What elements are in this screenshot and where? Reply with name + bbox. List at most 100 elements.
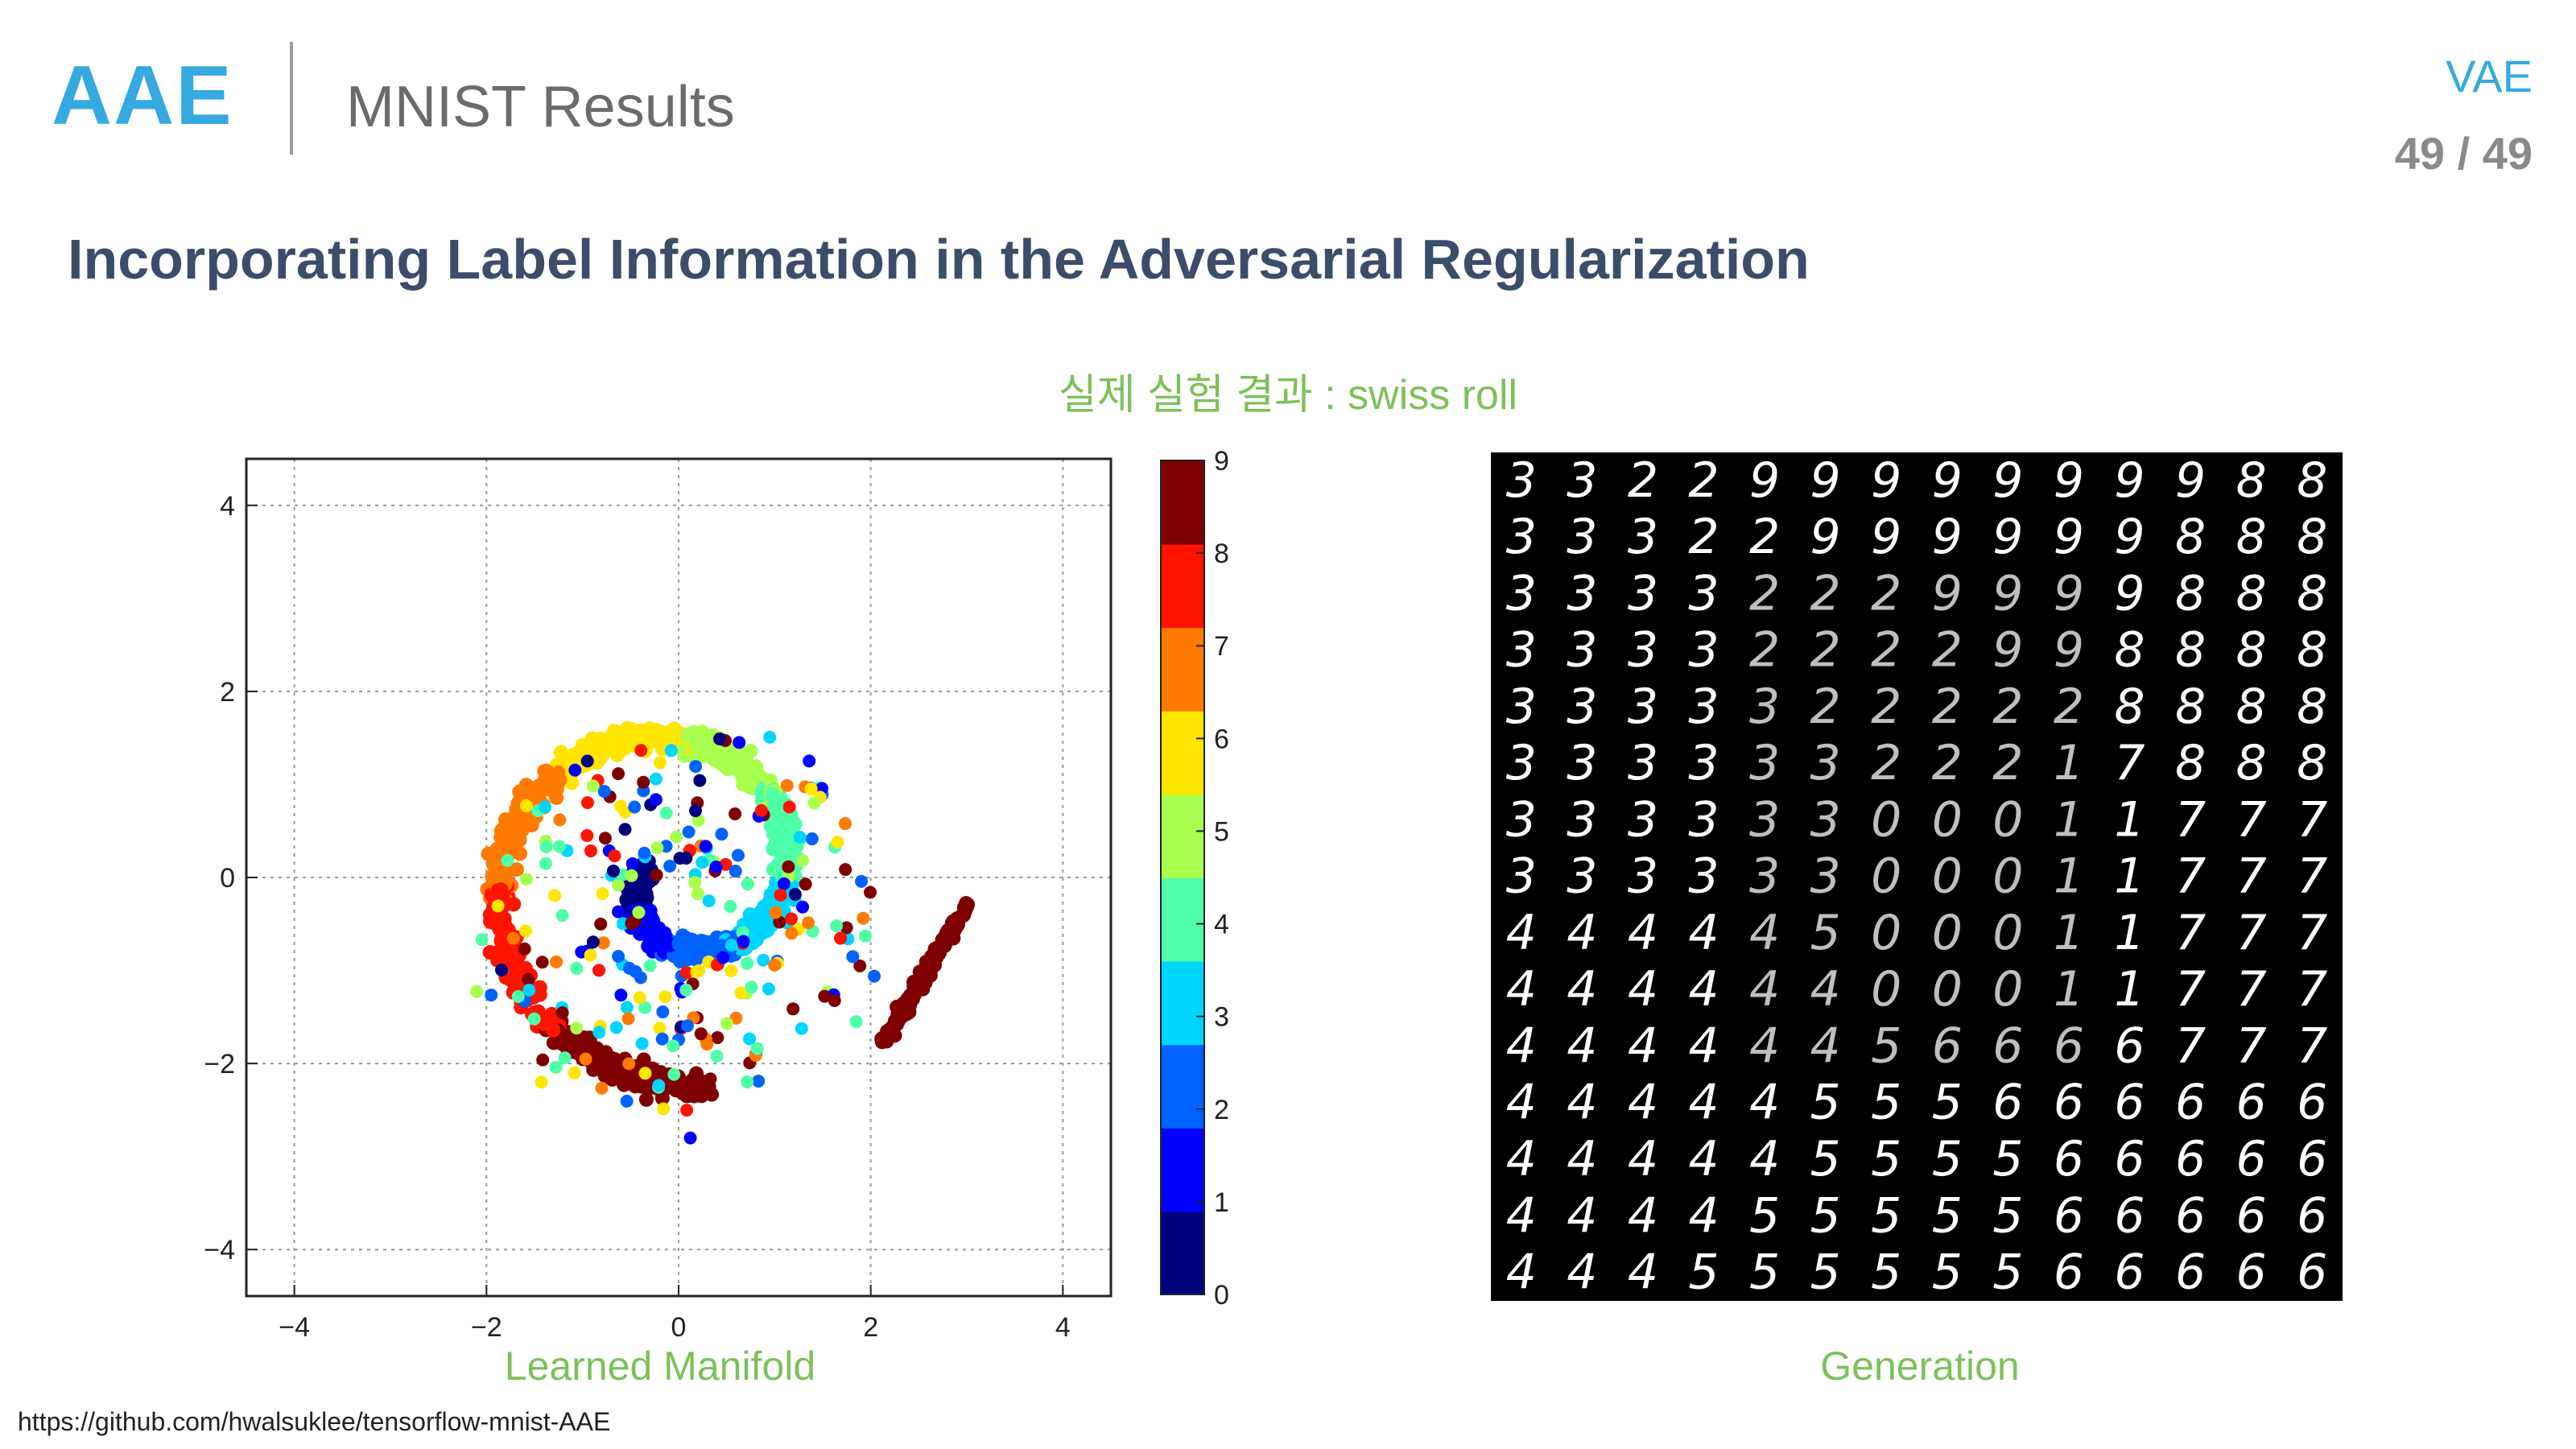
scatter-point	[511, 989, 525, 1003]
generated-digit: 2	[1932, 622, 1963, 679]
scatter-point	[857, 911, 870, 925]
generated-digit: 7	[2175, 791, 2206, 848]
scatter-point	[470, 985, 484, 998]
generated-digit: 5	[1871, 1075, 1901, 1131]
generated-digit: 9	[1992, 452, 2023, 509]
scatter-point	[785, 912, 799, 926]
scatter-point	[643, 959, 657, 972]
generated-digit: 7	[2175, 961, 2206, 1018]
generated-digit: 6	[2236, 1131, 2267, 1187]
scatter-point	[567, 1032, 582, 1047]
y-tick-label: 4	[220, 491, 235, 522]
scatter-point	[741, 956, 754, 970]
generated-digit: 1	[2054, 791, 2084, 848]
scatter-point	[625, 857, 639, 870]
scatter-point	[734, 986, 748, 1000]
generated-digit: 2	[1810, 622, 1841, 679]
generated-digit: 9	[2054, 565, 2084, 621]
scatter-point	[639, 728, 654, 743]
scatter-point	[506, 931, 520, 945]
scatter-point	[536, 1053, 550, 1067]
scatter-point	[679, 1080, 694, 1095]
generated-digit: 4	[1749, 1131, 1780, 1187]
scatter-point	[625, 917, 638, 931]
scatter-point	[772, 798, 787, 813]
colorbar-segment	[1161, 877, 1204, 962]
scatter-point	[706, 942, 720, 956]
generated-digit: 8	[2297, 622, 2327, 679]
generated-digit: 8	[2297, 565, 2327, 621]
generated-digit: 3	[1567, 509, 1597, 565]
generated-digit: 3	[1567, 735, 1597, 791]
scatter-point	[920, 965, 935, 980]
scatter-point	[724, 964, 738, 977]
generated-digit: 8	[2114, 622, 2145, 679]
generated-digit: 3	[1506, 735, 1537, 791]
colorbar-label: 7	[1214, 631, 1229, 662]
generated-digit: 3	[1810, 848, 1841, 905]
scatter-point	[774, 888, 787, 902]
scatter-point	[901, 993, 916, 1008]
generated-digit: 4	[1506, 1245, 1537, 1301]
scatter-point	[913, 979, 928, 994]
generated-digit: 6	[1932, 1018, 1963, 1074]
scatter-point	[773, 915, 786, 929]
colorbar-label: 4	[1214, 910, 1229, 940]
scatter-point	[628, 800, 642, 814]
scatter-point	[777, 877, 791, 890]
scatter-point	[539, 857, 552, 870]
scatter-point	[763, 730, 777, 744]
generated-digit: 7	[2236, 848, 2267, 905]
y-tick-label: 2	[220, 677, 235, 708]
scatter-point	[656, 1005, 670, 1019]
header-divider	[290, 42, 293, 155]
scatter-point	[818, 989, 832, 1003]
scatter-point	[757, 953, 770, 967]
generated-digit: 6	[2054, 1131, 2084, 1187]
generated-digit: 6	[2297, 1187, 2327, 1244]
scatter-point	[693, 774, 707, 787]
generated-digit: 7	[2236, 905, 2267, 961]
scatter-point	[598, 832, 612, 845]
scatter-point	[506, 956, 521, 971]
generated-digit: 0	[1992, 905, 2023, 961]
source-link[interactable]: https://github.com/hwalsuklee/tensorflow…	[18, 1407, 611, 1436]
scatter-point	[494, 934, 510, 949]
scatter-point	[664, 744, 678, 758]
scatter-point	[855, 874, 869, 888]
scatter-point	[555, 909, 569, 923]
scatter-point	[613, 1067, 628, 1082]
generated-digit: 4	[1628, 905, 1658, 961]
generated-digit: 2	[1688, 452, 1719, 509]
scatter-point	[620, 1094, 634, 1108]
scatter-point	[713, 732, 727, 745]
scatter-point	[652, 1079, 666, 1092]
scatter-point	[522, 983, 536, 997]
generated-digit: 9	[2054, 452, 2084, 509]
colorbar-label: 8	[1214, 539, 1229, 569]
scatter-point	[614, 989, 628, 1002]
generated-digit: 8	[2236, 679, 2267, 735]
generated-digit: 9	[1932, 565, 1963, 621]
scatter-point	[518, 942, 531, 956]
generated-digit: 6	[2054, 1075, 2084, 1131]
scatter-point	[840, 921, 853, 935]
scatter-point	[731, 848, 745, 862]
scatter-point	[780, 778, 794, 792]
scatter-point	[805, 832, 819, 846]
generated-digit: 1	[2054, 735, 2084, 791]
x-tick-label: 4	[1055, 1312, 1071, 1343]
generation-grid: 3 3 2 2 9 9 9 9 9 9 9 9 8 83 3 3 2 2 9 9 9 9 9 9 8 8 83 3 3 3 2 2 2 9 9 9 9 8…	[1491, 452, 2343, 1301]
scatter-point	[580, 796, 594, 810]
generated-digit: 3	[1688, 679, 1719, 735]
generated-digit: 8	[2175, 509, 2206, 565]
generated-digit: 5	[1810, 1187, 1841, 1244]
generated-digit: 7	[2297, 1018, 2327, 1074]
generated-digit: 7	[2297, 848, 2327, 905]
colorbar-segment	[1161, 710, 1204, 795]
generated-digit: 3	[1688, 791, 1719, 848]
scatter-point	[658, 990, 672, 1004]
generated-digit: 2	[1992, 735, 2023, 791]
generated-digit: 8	[2175, 679, 2206, 735]
